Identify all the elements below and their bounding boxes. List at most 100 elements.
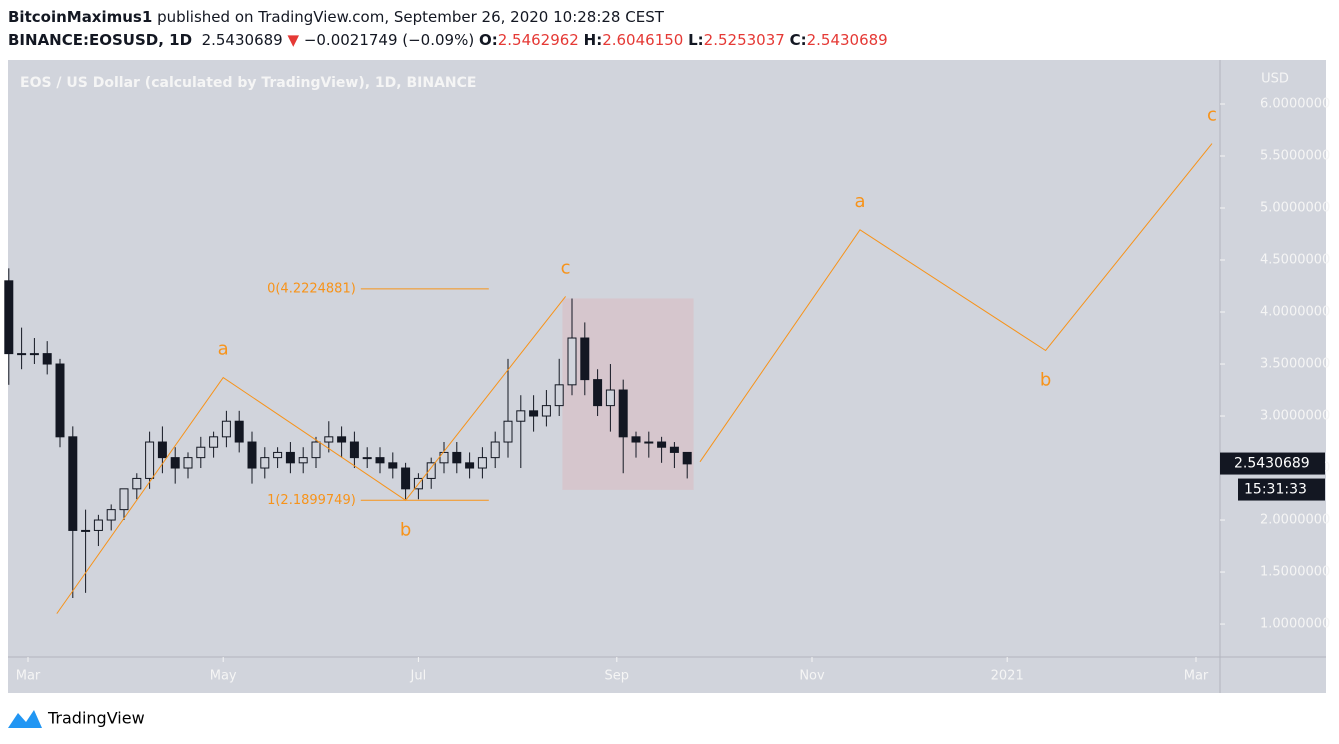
candle-body: [618, 389, 628, 438]
candle-body: [490, 441, 500, 459]
candle-body: [426, 462, 436, 479]
candle-body: [375, 457, 385, 464]
high: 2.6046150: [602, 31, 684, 49]
candle-body: [631, 436, 641, 443]
chart-title: EOS / US Dollar (calculated by TradingVi…: [20, 75, 476, 91]
candle-body: [157, 441, 167, 459]
y-tick-label: 6.0000000: [1260, 96, 1330, 111]
candle-body: [567, 337, 577, 386]
candle-body: [439, 451, 449, 464]
candle-body: [605, 389, 615, 407]
candle-body: [503, 420, 513, 443]
price: 2.5430689: [201, 31, 283, 49]
candle-body: [4, 280, 14, 355]
candle-body: [349, 441, 359, 459]
close-label: C:: [789, 31, 807, 49]
x-tick-label: 2021: [991, 669, 1024, 684]
x-tick-label: Sep: [605, 669, 630, 684]
candle-body: [452, 451, 462, 464]
candle-body: [170, 457, 180, 469]
open: 2.5462962: [497, 31, 579, 49]
candle-body: [541, 405, 551, 417]
candle-body: [145, 441, 155, 479]
wave-label: c: [1207, 105, 1217, 126]
candle-body: [221, 420, 231, 438]
author: BitcoinMaximus1: [8, 8, 153, 26]
candle-body: [285, 451, 295, 464]
last-price: 2.5430689: [1234, 456, 1310, 472]
countdown-tag: [1238, 478, 1325, 501]
candle-body: [554, 384, 564, 407]
candle-body: [106, 509, 116, 521]
candle-body: [669, 446, 679, 453]
candle-body: [529, 410, 539, 417]
logo: [8, 710, 42, 728]
candle-body: [657, 441, 667, 448]
fib-label: 1(2.1899749): [267, 493, 356, 508]
candle-body: [29, 353, 39, 356]
published: published on TradingView.com, September …: [157, 8, 664, 26]
y-tick-label: 5.5000000: [1260, 149, 1330, 164]
y-tick-label: 1.0000000: [1260, 617, 1330, 632]
candle-body: [324, 436, 334, 443]
y-tick-label: 4.5000000: [1260, 253, 1330, 268]
axis-title: USD: [1261, 72, 1289, 87]
candle-body: [516, 410, 526, 422]
candle-body: [247, 441, 257, 469]
y-tick-label: 3.5000000: [1260, 357, 1330, 372]
candle-body: [132, 477, 142, 490]
candle-body: [119, 488, 129, 511]
x-tick-label: May: [210, 669, 237, 684]
low-label: L:: [688, 31, 704, 49]
y-tick-label: 5.0000000: [1260, 201, 1330, 216]
wave-line: [699, 143, 1213, 463]
candle-body: [42, 353, 52, 365]
countdown: 15:31:33: [1244, 482, 1307, 498]
header-line: BitcoinMaximus1 published on TradingView…: [8, 8, 664, 26]
candle-body: [580, 337, 590, 381]
x-tick-label: Mar: [1184, 669, 1209, 684]
candle-body: [337, 436, 347, 443]
price-tag: [1220, 452, 1325, 475]
candle-body: [81, 529, 91, 532]
symbol: BINANCE:EOSUSD, 1D: [8, 31, 193, 49]
candle-body: [593, 379, 603, 407]
change: −0.0021749 (−0.09%): [303, 31, 475, 49]
zone: [562, 298, 694, 490]
candle-body: [234, 420, 244, 443]
low: 2.5253037: [703, 31, 785, 49]
candle-body: [298, 457, 308, 464]
x-tick-label: Nov: [799, 669, 825, 684]
candle-body: [362, 457, 372, 460]
candle-body: [209, 436, 219, 448]
candle-body: [682, 451, 692, 465]
y-tick-label: 3.0000000: [1260, 409, 1330, 424]
high-label: H:: [583, 31, 603, 49]
x-tick-label: Mar: [16, 669, 41, 684]
fib-label: 0(4.2224881): [267, 281, 356, 296]
wave-label: b: [1040, 369, 1051, 390]
candle-body: [401, 467, 411, 490]
candle-body: [311, 441, 321, 459]
header-line: BINANCE:EOSUSD, 1D 2.5430689 ▼ −0.002174…: [8, 31, 888, 49]
arrow: ▼: [287, 31, 300, 49]
y-tick-label: 2.0000000: [1260, 513, 1330, 528]
candle-body: [55, 363, 65, 438]
y-tick-label: 1.5000000: [1260, 565, 1330, 580]
y-tick-label: 4.0000000: [1260, 305, 1330, 320]
x-tick-label: Jul: [410, 669, 427, 684]
open-label: O:: [478, 31, 498, 49]
wave-label: b: [400, 519, 411, 540]
brand: TradingView: [47, 709, 145, 728]
candle-body: [183, 457, 193, 469]
candle-body: [644, 441, 654, 444]
candle-body: [17, 353, 27, 356]
candle-body: [68, 436, 78, 531]
wave-line: [56, 296, 566, 614]
wave-label: a: [854, 191, 865, 212]
candle-body: [196, 446, 206, 459]
candle-body: [477, 457, 487, 469]
wave-label: c: [561, 257, 571, 278]
